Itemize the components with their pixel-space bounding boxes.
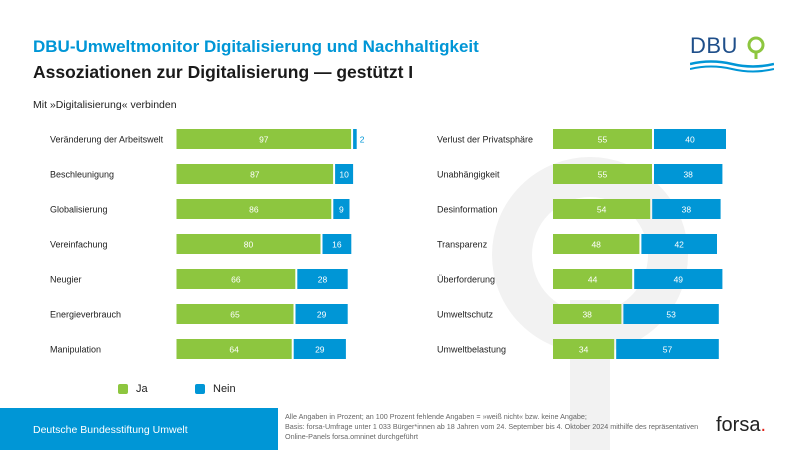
bar-nein bbox=[297, 269, 348, 289]
data-label-nein: 28 bbox=[318, 275, 328, 285]
bar-ja bbox=[553, 269, 633, 289]
footnote-line-2: Basis: forsa-Umfrage unter 1 033 Bürger*… bbox=[285, 422, 699, 431]
data-label-ja: 55 bbox=[598, 170, 608, 180]
bar-nein bbox=[623, 304, 719, 324]
category-label: Energieverbrauch bbox=[50, 310, 121, 320]
legend-nein-label: Nein bbox=[213, 383, 236, 395]
survey-question: Mit »Digitalisierung« verbinden bbox=[33, 99, 177, 111]
bar-ja bbox=[553, 129, 652, 149]
forsa-logo-text: forsa bbox=[716, 414, 761, 436]
data-label-nein: 40 bbox=[685, 135, 695, 145]
bar-nein bbox=[654, 164, 723, 184]
bar-nein bbox=[295, 304, 348, 324]
bar-ja bbox=[176, 269, 296, 289]
data-label-nein: 16 bbox=[332, 240, 342, 250]
stacked-bar-chart: Veränderung der Arbeitswelt 97 2 Beschleuni… bbox=[50, 129, 726, 359]
category-label: Beschleunigung bbox=[50, 170, 114, 180]
category-label: Globalisierung bbox=[50, 205, 108, 215]
bar-ja bbox=[176, 164, 334, 184]
data-label-nein: 57 bbox=[663, 345, 673, 355]
data-label-nein: 9 bbox=[339, 205, 344, 215]
data-label-ja: 86 bbox=[249, 205, 259, 215]
bar-nein bbox=[333, 199, 350, 219]
legend-nein-swatch bbox=[195, 384, 205, 394]
bar-ja bbox=[553, 304, 622, 324]
data-label-ja: 64 bbox=[229, 345, 239, 355]
bar-nein bbox=[616, 339, 719, 359]
forsa-logo-dot: . bbox=[760, 414, 767, 436]
category-label: Umweltbelastung bbox=[437, 345, 506, 355]
bar-nein bbox=[634, 269, 723, 289]
data-label-ja: 48 bbox=[591, 240, 601, 250]
bar-nein bbox=[293, 339, 346, 359]
chart-subtitle: Assoziationen zur Digitalisierung — gest… bbox=[33, 62, 414, 82]
data-label-nein: 49 bbox=[674, 275, 684, 285]
bar-ja bbox=[176, 199, 332, 219]
bar-ja bbox=[176, 339, 292, 359]
footnote-line-3: Online-Panels forsa.omninet durchgeführt bbox=[285, 432, 419, 441]
bar-ja bbox=[553, 199, 651, 219]
bar-ja bbox=[176, 129, 352, 149]
legend-nein: Nein bbox=[195, 383, 236, 395]
bar-ja bbox=[176, 304, 294, 324]
data-label-ja: 66 bbox=[231, 275, 241, 285]
data-label-nein: 42 bbox=[674, 240, 684, 250]
bar-ja bbox=[553, 234, 640, 254]
footnote-line-1: Alle Angaben in Prozent; an 100 Prozent … bbox=[285, 412, 587, 421]
chart-title: DBU-Umweltmonitor Digitalisierung und Na… bbox=[33, 37, 479, 56]
dbu-logo-mark bbox=[690, 36, 774, 73]
category-label: Neugier bbox=[50, 275, 82, 285]
data-label-ja: 87 bbox=[250, 170, 260, 180]
footer-band: Deutsche Bundesstiftung Umwelt bbox=[0, 408, 278, 450]
category-label: Desinformation bbox=[437, 205, 498, 215]
data-label-ja: 55 bbox=[598, 135, 608, 145]
data-label-nein: 29 bbox=[315, 345, 325, 355]
dbu-logo: DBU bbox=[690, 33, 774, 73]
legend-ja: Ja bbox=[118, 383, 148, 395]
data-label-ja: 54 bbox=[597, 205, 607, 215]
data-label-nein: 38 bbox=[682, 205, 692, 215]
bar-nein bbox=[652, 199, 721, 219]
category-label: Manipulation bbox=[50, 345, 101, 355]
bar-ja bbox=[553, 164, 652, 184]
data-label-ja: 65 bbox=[230, 310, 240, 320]
category-label: Vereinfachung bbox=[50, 240, 108, 250]
footer-organization: Deutsche Bundesstiftung Umwelt bbox=[33, 424, 188, 436]
category-label: Überforderung bbox=[437, 275, 495, 285]
data-label-ja: 97 bbox=[259, 135, 269, 145]
dbu-logo-text: DBU bbox=[690, 33, 738, 58]
bar-nein bbox=[641, 234, 717, 254]
data-label-ja: 34 bbox=[579, 345, 589, 355]
data-label-nein: 53 bbox=[666, 310, 676, 320]
bar-nein bbox=[322, 234, 352, 254]
data-label-nein: 2 bbox=[360, 135, 365, 145]
bar-ja bbox=[553, 339, 615, 359]
category-label: Unabhängigkeit bbox=[437, 170, 500, 180]
bar-nein bbox=[335, 164, 354, 184]
data-label-ja: 80 bbox=[244, 240, 254, 250]
bar-nein bbox=[353, 129, 357, 149]
bar-nein bbox=[654, 129, 726, 149]
category-label: Umweltschutz bbox=[437, 310, 494, 320]
bar-ja bbox=[176, 234, 321, 254]
footnote: Alle Angaben in Prozent; an 100 Prozent … bbox=[285, 412, 705, 442]
data-label-ja: 44 bbox=[588, 275, 598, 285]
data-label-nein: 29 bbox=[317, 310, 327, 320]
legend-ja-label: Ja bbox=[136, 383, 148, 395]
category-label: Transparenz bbox=[437, 240, 488, 250]
category-label: Veränderung der Arbeitswelt bbox=[50, 135, 164, 145]
data-label-ja: 38 bbox=[582, 310, 592, 320]
data-label-nein: 10 bbox=[339, 170, 349, 180]
category-label: Verlust der Privatsphäre bbox=[437, 135, 533, 145]
data-label-nein: 38 bbox=[683, 170, 693, 180]
forsa-logo: forsa. bbox=[716, 414, 766, 437]
legend-ja-swatch bbox=[118, 384, 128, 394]
